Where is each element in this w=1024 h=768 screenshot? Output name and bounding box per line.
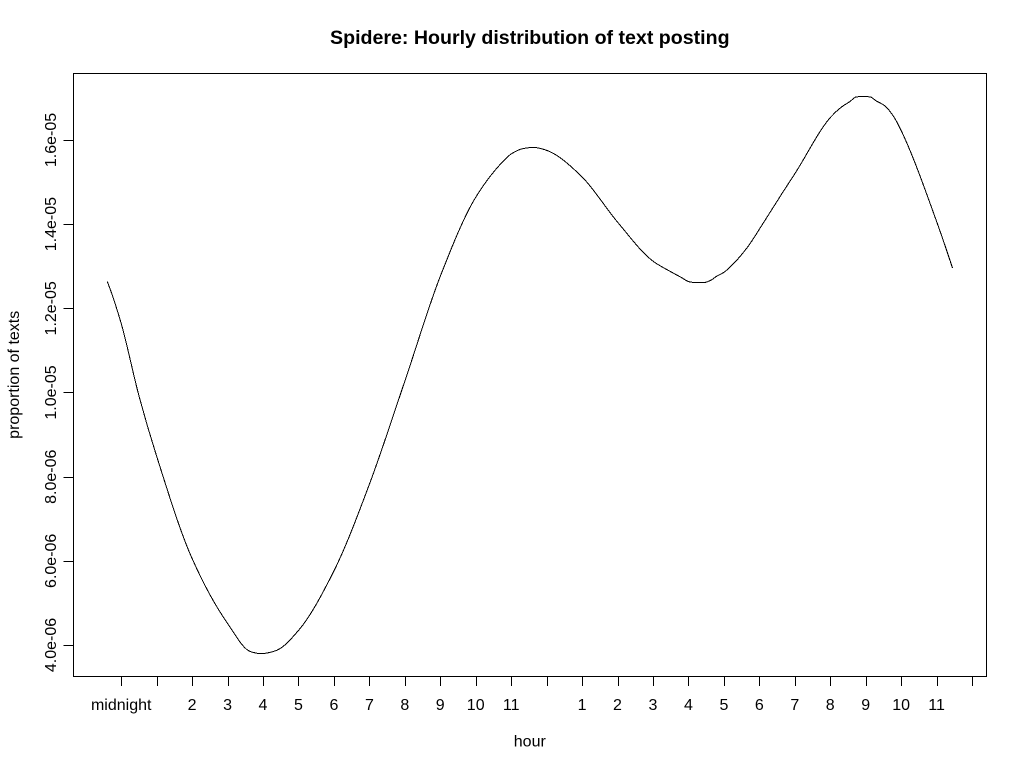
svg-text:1: 1 — [578, 697, 587, 714]
svg-text:6.0e-06: 6.0e-06 — [43, 534, 60, 588]
svg-text:1.0e-05: 1.0e-05 — [43, 365, 60, 419]
svg-text:4: 4 — [259, 697, 268, 714]
svg-text:1.2e-05: 1.2e-05 — [43, 281, 60, 335]
svg-text:5: 5 — [294, 697, 303, 714]
svg-text:6: 6 — [329, 697, 338, 714]
svg-text:7: 7 — [790, 697, 799, 714]
svg-text:11: 11 — [503, 697, 520, 714]
svg-text:9: 9 — [436, 697, 445, 714]
svg-text:8: 8 — [826, 697, 835, 714]
svg-text:2: 2 — [188, 697, 197, 714]
svg-text:6: 6 — [755, 697, 764, 714]
svg-text:9: 9 — [861, 697, 870, 714]
svg-text:1.6e-05: 1.6e-05 — [43, 113, 60, 167]
svg-text:Spidere: Hourly distribution o: Spidere: Hourly distribution of text pos… — [330, 27, 730, 49]
svg-text:hour: hour — [514, 734, 547, 751]
svg-text:4.0e-06: 4.0e-06 — [43, 618, 60, 672]
svg-text:midnight: midnight — [91, 697, 152, 714]
svg-text:3: 3 — [223, 697, 232, 714]
svg-text:5: 5 — [719, 697, 728, 714]
svg-text:11: 11 — [928, 697, 945, 714]
svg-text:4: 4 — [684, 697, 693, 714]
svg-text:10: 10 — [892, 697, 910, 714]
svg-text:2: 2 — [613, 697, 622, 714]
svg-text:8: 8 — [400, 697, 409, 714]
svg-text:proportion of texts: proportion of texts — [6, 311, 23, 439]
svg-text:7: 7 — [365, 697, 374, 714]
svg-text:3: 3 — [649, 697, 658, 714]
svg-text:10: 10 — [467, 697, 485, 714]
svg-text:8.0e-06: 8.0e-06 — [43, 449, 60, 503]
svg-text:1.4e-05: 1.4e-05 — [43, 197, 60, 251]
